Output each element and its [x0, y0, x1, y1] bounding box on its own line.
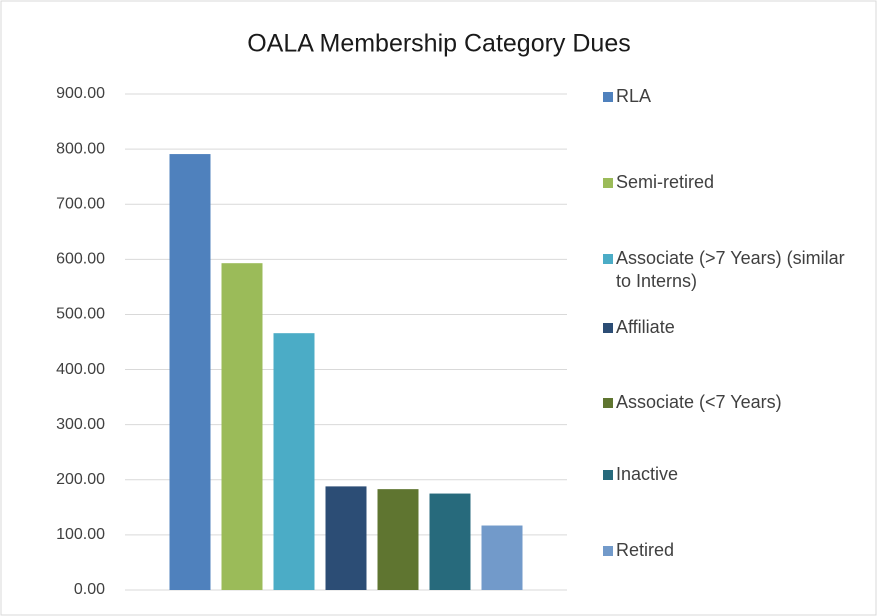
legend-entry: Associate (<7 Years)	[603, 391, 848, 414]
bar	[429, 493, 471, 590]
legend-swatch	[603, 254, 613, 264]
y-tick-label: 100.00	[56, 526, 105, 543]
y-tick-label: 800.00	[56, 140, 105, 157]
y-tick-label: 200.00	[56, 471, 105, 488]
legend-entry: Associate (>7 Years) (similar to Interns…	[603, 247, 848, 293]
legend-label: Associate (>7 Years) (similar to Interns…	[616, 248, 845, 291]
y-tick-label: 900.00	[56, 85, 105, 102]
bar	[481, 525, 523, 590]
legend-swatch	[603, 398, 613, 408]
legend-label: Affiliate	[616, 317, 675, 337]
legend-swatch	[603, 546, 613, 556]
legend-entry: Inactive	[603, 463, 848, 486]
y-tick-label: 0.00	[74, 581, 105, 598]
y-tick-label: 500.00	[56, 306, 105, 323]
legend-entry: RLA	[603, 85, 848, 108]
bar	[377, 489, 419, 590]
y-tick-label: 700.00	[56, 195, 105, 212]
legend-swatch	[603, 470, 613, 480]
y-tick-label: 600.00	[56, 251, 105, 268]
legend-swatch	[603, 323, 613, 333]
legend-label: Inactive	[616, 464, 679, 484]
legend-entry: Semi-retired	[603, 171, 848, 194]
legend-entry: Retired	[603, 539, 848, 562]
y-tick-label: 400.00	[56, 361, 105, 378]
legend-label: Semi-retired	[616, 172, 715, 192]
bar	[273, 333, 315, 590]
bar	[325, 486, 367, 590]
legend-swatch	[603, 92, 613, 102]
bar	[169, 154, 211, 590]
bar	[221, 263, 263, 590]
chart-title: OALA Membership Category Dues	[247, 30, 631, 58]
legend-label: RLA	[616, 86, 652, 106]
legend-entry: Affiliate	[603, 316, 848, 339]
legend-label: Associate (<7 Years)	[616, 392, 782, 412]
y-tick-label: 300.00	[56, 416, 105, 433]
legend-label: Retired	[616, 540, 675, 560]
legend-swatch	[603, 178, 613, 188]
